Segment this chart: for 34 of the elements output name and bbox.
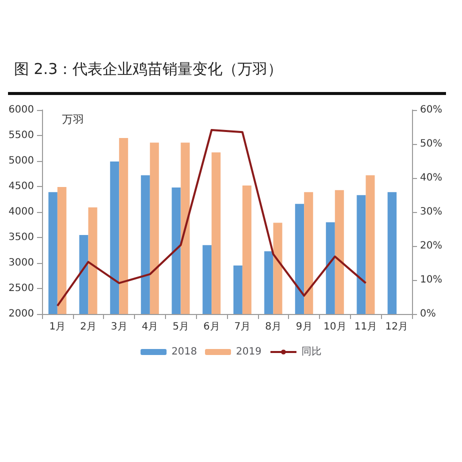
- x-tick-label: 6月: [203, 322, 220, 332]
- y-tick-label: 3500: [8, 232, 34, 243]
- legend-label: 同比: [301, 346, 322, 358]
- x-tick-label: 4月: [142, 322, 158, 332]
- y2-tick-label: 0%: [420, 308, 436, 320]
- legend-label: 2018: [172, 346, 198, 358]
- y2-tick-label: 40%: [420, 172, 442, 184]
- x-tick-label: 3月: [110, 322, 128, 332]
- x-tick-label: 5月: [172, 322, 189, 332]
- y-tick-label: 4500: [8, 181, 34, 192]
- y-tick-label: 6000: [8, 104, 34, 116]
- line-series: [56, 129, 367, 307]
- y-tick-label: 2000: [8, 308, 34, 320]
- y-axis-title: 万羽: [62, 113, 84, 126]
- x-tick-label: 11月: [354, 322, 378, 332]
- x-tick-label: 8月: [265, 322, 282, 332]
- chart-title: 图 2.3：代表企业鸡苗销量变化（万羽）: [14, 60, 283, 79]
- y2-tick-label: 60%: [420, 104, 442, 116]
- x-tick-label: 7月: [234, 322, 251, 332]
- y-tick-label: 5000: [8, 156, 34, 166]
- x-tick-label: 12月: [385, 322, 408, 332]
- y-tick-label: 4000: [8, 206, 34, 218]
- x-tick-label: 1月: [49, 322, 66, 332]
- legend-label: 2019: [236, 346, 262, 358]
- y2-tick-label: 20%: [420, 240, 442, 252]
- y2-tick-label: 50%: [420, 138, 442, 150]
- y-tick-label: 2500: [8, 283, 34, 294]
- y2-tick-label: 10%: [420, 274, 442, 286]
- x-tick-label: 10月: [324, 322, 346, 332]
- x-tick-label: 2月: [80, 322, 96, 332]
- y-tick-label: 3000: [8, 258, 34, 268]
- x-tick-label: 9月: [296, 322, 312, 332]
- y-tick-label: 5500: [8, 130, 34, 141]
- y2-tick-label: 30%: [420, 206, 442, 218]
